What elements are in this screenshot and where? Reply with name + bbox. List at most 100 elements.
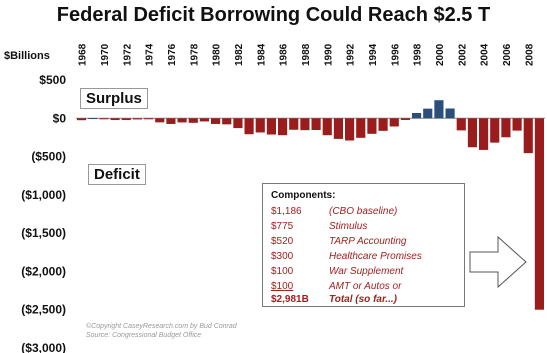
y-tick-label: ($3,000) (21, 341, 66, 353)
component-description: (CBO baseline) (329, 206, 398, 217)
data-bar (345, 118, 355, 141)
x-tick-label: 1984 (256, 43, 267, 66)
x-tick-label: 1986 (279, 43, 290, 66)
data-bar (300, 118, 310, 131)
x-tick-label: 2002 (457, 43, 468, 66)
copyright-note: ©Copyright CaseyResearch.com by Bud Conr… (86, 322, 237, 340)
component-amount: $300 (271, 251, 294, 262)
data-bar (311, 118, 321, 131)
data-bar (456, 118, 466, 131)
copyright-line: ©Copyright CaseyResearch.com by Bud Conr… (86, 323, 237, 330)
data-bar (322, 118, 332, 136)
deficit-annotation: Deficit (88, 164, 146, 185)
x-tick-label: 2008 (524, 43, 535, 66)
data-bar (445, 108, 455, 119)
x-tick-label: 1968 (78, 43, 89, 66)
data-bar (144, 118, 154, 120)
data-bar (199, 118, 209, 122)
x-tick-label: 1980 (212, 43, 223, 66)
x-tick-label: 2000 (435, 43, 446, 66)
component-amount: $100 (271, 266, 294, 277)
data-bar (77, 118, 87, 121)
x-tick-label: 2004 (480, 43, 491, 66)
data-bar (512, 118, 522, 131)
data-bar (434, 100, 444, 119)
component-description: War Supplement (329, 266, 404, 277)
component-amount: $1,186 (271, 206, 302, 217)
component-row: $1,186 (CBO baseline) (271, 206, 461, 220)
component-description: AMT or Autos or (329, 281, 402, 292)
data-bar (378, 118, 388, 131)
component-row: $100 AMT or Autos or (271, 281, 461, 295)
surplus-annotation: Surplus (80, 88, 148, 109)
component-row: $520 TARP Accounting (271, 236, 461, 250)
data-bar (523, 118, 533, 154)
data-bar (121, 118, 131, 121)
x-tick-label: 1998 (413, 43, 424, 66)
data-bar (534, 118, 544, 310)
x-tick-label: 1988 (301, 43, 312, 66)
data-bar (222, 118, 232, 125)
x-tick-label: 1996 (390, 43, 401, 66)
data-bar (166, 118, 176, 124)
components-box: Components: $1,186 (CBO baseline) $775 S… (262, 183, 465, 307)
x-tick-label: 1994 (368, 43, 379, 66)
data-bar (278, 118, 288, 136)
arrow-icon (469, 235, 527, 289)
data-bar (356, 118, 366, 138)
x-tick-label: 1976 (167, 43, 178, 66)
data-bar (467, 118, 477, 148)
y-tick-label: ($500) (31, 150, 66, 164)
data-bar (333, 118, 343, 139)
data-bar (479, 118, 489, 150)
x-tick-label: 1992 (346, 43, 357, 66)
component-description: Healthcare Promises (329, 251, 422, 262)
data-bar (289, 118, 299, 130)
data-bar (389, 118, 399, 127)
data-bar (255, 118, 265, 133)
x-tick-label: 1982 (234, 43, 245, 66)
data-bar (110, 118, 120, 121)
x-tick-label: 2006 (502, 43, 513, 66)
component-total-row: $2,981B Total (so far...) (271, 294, 461, 308)
y-tick-label: $0 (53, 111, 67, 125)
y-tick-label: ($1,500) (21, 226, 66, 240)
data-bar (266, 118, 276, 135)
x-tick-label: 1990 (323, 43, 334, 66)
component-amount: $775 (271, 221, 294, 232)
component-row: $775 Stimulus (271, 221, 461, 235)
y-tick-label: ($1,000) (21, 188, 66, 202)
component-amount: $100 (271, 281, 294, 292)
data-bar (177, 118, 187, 123)
components-title: Components: (271, 190, 336, 201)
data-bar (501, 118, 511, 138)
y-axis-unit-label: $Billions (4, 50, 50, 62)
x-tick-label: 1972 (122, 43, 133, 66)
y-tick-label: ($2,000) (21, 264, 66, 278)
data-bar (211, 118, 221, 124)
component-amount: $520 (271, 236, 294, 247)
data-bar (88, 118, 98, 120)
source-line: Source: Congressional Budget Office (86, 332, 202, 339)
data-bar (490, 118, 500, 143)
data-bar (132, 118, 142, 120)
data-bar (367, 118, 377, 134)
component-total-description: Total (so far...) (329, 294, 397, 305)
data-bar (188, 118, 198, 123)
x-tick-label: 1970 (100, 43, 111, 66)
data-bar (244, 118, 254, 135)
data-bar (412, 113, 422, 119)
chart-title: Federal Deficit Borrowing Could Reach $2… (56, 4, 491, 26)
component-description: Stimulus (329, 221, 368, 232)
data-bar (400, 118, 410, 120)
component-row: $300 Healthcare Promises (271, 251, 461, 265)
data-bar (99, 118, 109, 120)
data-bar (423, 108, 433, 119)
component-total-amount: $2,981B (271, 294, 309, 305)
x-tick-label: 1978 (189, 43, 200, 66)
component-row: $100 War Supplement (271, 266, 461, 280)
y-tick-label: $500 (39, 73, 66, 87)
data-bar (155, 118, 165, 123)
component-description: TARP Accounting (329, 236, 407, 247)
